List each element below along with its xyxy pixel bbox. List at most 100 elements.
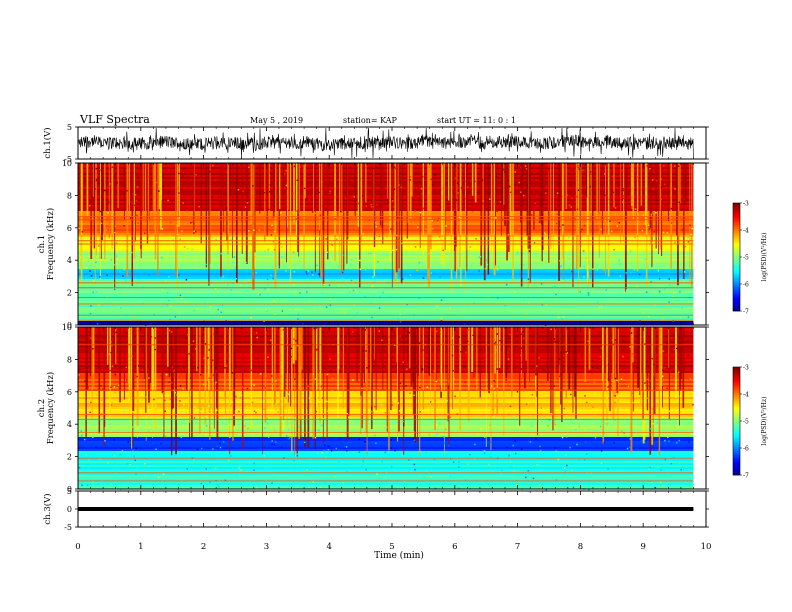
psd-speckle <box>507 358 510 360</box>
psd-band <box>78 185 694 188</box>
psd-band <box>78 425 694 428</box>
psd-streak <box>286 327 288 427</box>
psd-speckle <box>309 458 311 460</box>
psd-band <box>78 375 694 378</box>
psd-speckle <box>322 364 324 366</box>
psd-speckle <box>144 224 146 227</box>
psd-speckle <box>244 206 247 208</box>
psd-speckle <box>134 250 137 253</box>
y-tick-label: 0 <box>67 321 72 330</box>
psd-speckle <box>607 467 609 470</box>
psd-speckle <box>585 453 588 455</box>
psd-streak <box>550 327 552 414</box>
psd-band <box>78 471 694 474</box>
psd-speckle <box>496 388 498 390</box>
psd-speckle <box>200 482 203 485</box>
psd-speckle <box>255 332 258 334</box>
psd-streak <box>466 163 468 272</box>
psd-speckle <box>426 365 428 368</box>
psd-speckle <box>208 377 211 379</box>
psd-streak <box>506 163 508 261</box>
psd-speckle <box>674 188 676 190</box>
psd-speckle <box>306 291 308 293</box>
psd-speckle <box>369 255 371 258</box>
psd-speckle <box>418 261 421 264</box>
psd-speckle <box>255 357 258 360</box>
psd-speckle <box>84 380 86 382</box>
psd-speckle <box>608 378 610 380</box>
psd-speckle <box>681 229 684 231</box>
psd-streak <box>200 163 202 244</box>
psd-band <box>78 231 694 234</box>
psd-speckle <box>111 365 114 367</box>
psd-speckle <box>145 437 148 440</box>
psd-speckle <box>670 376 673 379</box>
psd-speckle <box>222 275 225 278</box>
psd-speckle <box>320 181 323 183</box>
psd-speckle <box>651 182 653 185</box>
psd-speckle <box>627 239 629 242</box>
psd-speckle <box>421 193 423 195</box>
colorbar-tick-label: -4 <box>743 228 749 235</box>
psd-band <box>78 393 694 396</box>
psd-speckle <box>272 241 275 243</box>
psd-speckle <box>512 435 515 437</box>
psd-speckle <box>614 207 617 209</box>
psd-speckle <box>243 281 246 283</box>
psd-streak <box>413 327 415 432</box>
psd-streak <box>216 327 219 440</box>
psd-speckle <box>391 200 394 202</box>
psd-band <box>78 339 694 342</box>
psd-speckle <box>311 211 314 213</box>
psd-speckle <box>318 273 320 275</box>
psd-speckle <box>168 329 171 332</box>
psd-speckle <box>374 434 376 437</box>
psd-speckle <box>622 340 625 342</box>
psd-speckle <box>356 311 359 314</box>
psd-speckle <box>489 424 491 427</box>
psd-speckle <box>425 470 427 472</box>
psd-speckle <box>271 382 274 385</box>
psd-speckle <box>293 165 296 168</box>
psd-speckle <box>89 337 92 339</box>
psd-speckle <box>598 306 601 308</box>
psd-speckle <box>607 386 609 388</box>
psd-speckle <box>323 304 325 307</box>
psd-speckle <box>350 263 352 266</box>
psd-streak <box>409 327 411 369</box>
psd-streak <box>79 163 82 199</box>
psd-streak <box>212 327 214 413</box>
psd-streak <box>623 163 625 241</box>
psd-streak <box>398 163 400 269</box>
psd-speckle <box>499 339 501 342</box>
psd-speckle <box>95 340 97 343</box>
psd-speckle <box>508 348 510 351</box>
psd-speckle <box>370 206 373 208</box>
x-tick-label: 4 <box>326 542 331 552</box>
psd-speckle <box>252 185 254 187</box>
psd-speckle <box>302 323 304 326</box>
psd-speckle <box>107 368 110 370</box>
psd-speckle <box>529 273 531 275</box>
psd-streak <box>565 163 568 210</box>
psd-speckle <box>483 295 486 297</box>
psd-speckle <box>174 391 176 394</box>
psd-speckle <box>267 436 270 438</box>
psd-speckle <box>611 380 613 382</box>
psd-speckle <box>247 427 249 430</box>
psd-speckle <box>633 268 636 271</box>
psd-speckle <box>220 311 223 314</box>
psd-streak <box>188 327 190 423</box>
psd-speckle <box>456 182 459 185</box>
psd-speckle <box>422 277 425 279</box>
psd-speckle <box>581 194 584 197</box>
psd-speckle <box>629 250 632 253</box>
psd-speckle <box>583 459 586 461</box>
psd-speckle <box>208 349 210 351</box>
psd-speckle <box>225 171 228 173</box>
psd-speckle <box>295 218 298 220</box>
psd-streak <box>677 163 680 245</box>
psd-band <box>78 437 694 440</box>
psd-speckle <box>477 407 480 409</box>
psd-speckle <box>246 341 249 343</box>
